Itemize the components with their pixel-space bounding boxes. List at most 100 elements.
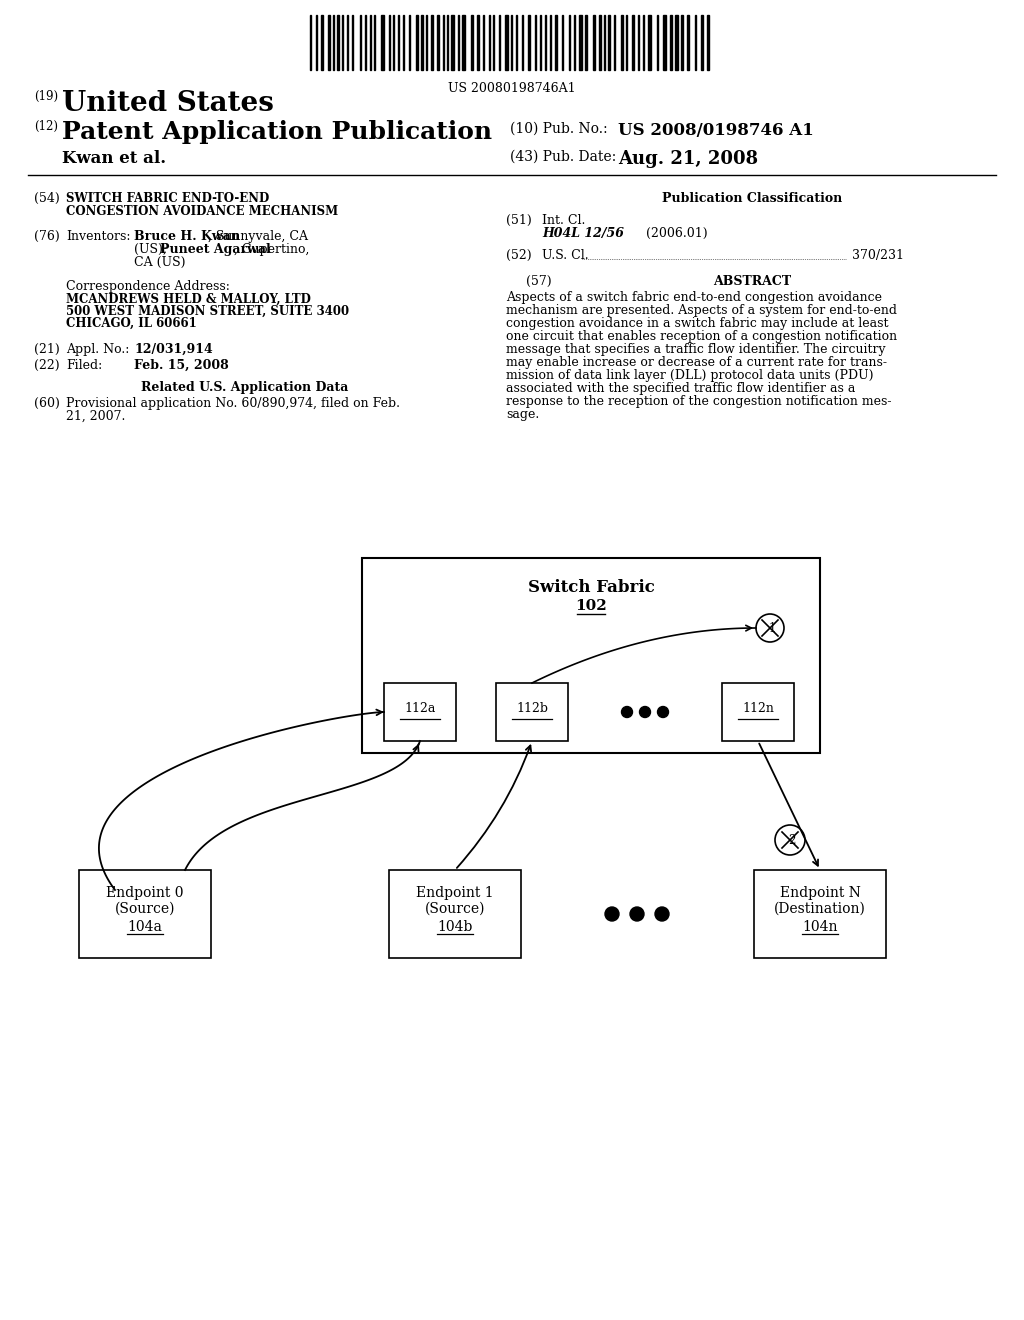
Bar <box>431 15 433 70</box>
Text: Publication Classification: Publication Classification <box>662 191 842 205</box>
Bar <box>608 15 610 70</box>
Bar <box>599 15 601 70</box>
Circle shape <box>657 706 669 718</box>
Circle shape <box>640 706 650 718</box>
Bar <box>451 15 454 70</box>
Text: 500 WEST MADISON STREET, SUITE 3400: 500 WEST MADISON STREET, SUITE 3400 <box>66 305 349 318</box>
Bar <box>681 15 683 70</box>
Bar <box>621 15 623 70</box>
Text: Aug. 21, 2008: Aug. 21, 2008 <box>618 150 758 168</box>
Text: CHICAGO, IL 60661: CHICAGO, IL 60661 <box>66 317 197 330</box>
Text: Correspondence Address:: Correspondence Address: <box>66 280 229 293</box>
Bar <box>462 15 465 70</box>
Text: (Source): (Source) <box>425 902 485 916</box>
Text: CA (US): CA (US) <box>134 256 185 269</box>
Text: (19): (19) <box>34 90 58 103</box>
Text: 112n: 112n <box>742 701 774 714</box>
Bar <box>632 15 634 70</box>
Bar <box>593 15 595 70</box>
Bar <box>555 15 557 70</box>
Text: 21, 2007.: 21, 2007. <box>66 411 125 422</box>
Text: Endpoint N: Endpoint N <box>779 886 860 900</box>
Text: sage.: sage. <box>506 408 540 421</box>
Bar <box>79 870 211 958</box>
Text: , Sunnyvale, CA: , Sunnyvale, CA <box>208 230 308 243</box>
Bar <box>505 15 508 70</box>
Text: mechanism are presented. Aspects of a system for end-to-end: mechanism are presented. Aspects of a sy… <box>506 304 897 317</box>
Text: US 2008/0198746 A1: US 2008/0198746 A1 <box>618 121 814 139</box>
Text: Appl. No.:: Appl. No.: <box>66 343 129 356</box>
Bar <box>528 15 530 70</box>
Text: message that specifies a traffic flow identifier. The circuitry: message that specifies a traffic flow id… <box>506 343 886 356</box>
Text: 2: 2 <box>788 833 796 846</box>
Text: 112b: 112b <box>516 701 548 714</box>
Bar <box>437 15 439 70</box>
Text: 102: 102 <box>575 599 607 612</box>
Bar <box>328 15 330 70</box>
Circle shape <box>630 907 644 921</box>
Text: ABSTRACT: ABSTRACT <box>713 275 792 288</box>
Text: 112a: 112a <box>404 701 435 714</box>
Text: U.S. Cl.: U.S. Cl. <box>542 249 589 261</box>
Text: Provisional application No. 60/890,974, filed on Feb.: Provisional application No. 60/890,974, … <box>66 397 400 411</box>
Bar <box>384 682 456 741</box>
Bar <box>722 682 794 741</box>
Bar <box>675 15 678 70</box>
Text: (Destination): (Destination) <box>774 902 866 916</box>
Text: (60): (60) <box>34 397 59 411</box>
Text: (54): (54) <box>34 191 59 205</box>
Bar <box>321 15 323 70</box>
Bar <box>362 558 820 752</box>
Text: 370/231: 370/231 <box>852 249 904 261</box>
Text: Inventors:: Inventors: <box>66 230 130 243</box>
Bar <box>707 15 709 70</box>
Bar <box>754 870 886 958</box>
Text: (43) Pub. Date:: (43) Pub. Date: <box>510 150 616 164</box>
Text: SWITCH FABRIC END-TO-END: SWITCH FABRIC END-TO-END <box>66 191 269 205</box>
Circle shape <box>622 706 633 718</box>
Bar <box>337 15 339 70</box>
Text: (57): (57) <box>526 275 552 288</box>
Text: Related U.S. Application Data: Related U.S. Application Data <box>141 381 349 393</box>
Text: 104b: 104b <box>437 920 473 935</box>
Text: 104n: 104n <box>802 920 838 935</box>
Text: Int. Cl.: Int. Cl. <box>542 214 586 227</box>
Text: (21): (21) <box>34 343 59 356</box>
Bar <box>585 15 587 70</box>
Text: (52): (52) <box>506 249 531 261</box>
Text: mission of data link layer (DLL) protocol data units (PDU): mission of data link layer (DLL) protoco… <box>506 370 873 381</box>
Text: (76): (76) <box>34 230 59 243</box>
Text: (10) Pub. No.:: (10) Pub. No.: <box>510 121 607 136</box>
Bar <box>670 15 672 70</box>
Text: Endpoint 0: Endpoint 0 <box>106 886 183 900</box>
Text: (Source): (Source) <box>115 902 175 916</box>
Text: Kwan et al.: Kwan et al. <box>62 150 166 168</box>
Text: (22): (22) <box>34 359 59 372</box>
Text: response to the reception of the congestion notification mes-: response to the reception of the congest… <box>506 395 892 408</box>
Text: , Cupertino,: , Cupertino, <box>234 243 309 256</box>
Text: may enable increase or decrease of a current rate for trans-: may enable increase or decrease of a cur… <box>506 356 887 370</box>
Text: CONGESTION AVOIDANCE MECHANISM: CONGESTION AVOIDANCE MECHANISM <box>66 205 338 218</box>
Bar <box>701 15 703 70</box>
Bar <box>477 15 479 70</box>
Bar <box>471 15 473 70</box>
Text: Patent Application Publication: Patent Application Publication <box>62 120 493 144</box>
Text: Bruce H. Kwan: Bruce H. Kwan <box>134 230 240 243</box>
Bar <box>648 15 651 70</box>
Bar <box>416 15 418 70</box>
Text: congestion avoidance in a switch fabric may include at least: congestion avoidance in a switch fabric … <box>506 317 889 330</box>
Text: one circuit that enables reception of a congestion notification: one circuit that enables reception of a … <box>506 330 897 343</box>
Text: (12): (12) <box>34 120 58 133</box>
Text: Switch Fabric: Switch Fabric <box>527 579 654 597</box>
Text: MCANDREWS HELD & MALLOY, LTD: MCANDREWS HELD & MALLOY, LTD <box>66 293 311 306</box>
Text: H04L 12/56: H04L 12/56 <box>542 227 624 240</box>
Text: (US);: (US); <box>134 243 171 256</box>
Text: Endpoint 1: Endpoint 1 <box>416 886 494 900</box>
Text: associated with the specified traffic flow identifier as a: associated with the specified traffic fl… <box>506 381 855 395</box>
Text: 1: 1 <box>768 622 776 635</box>
Text: Aspects of a switch fabric end-to-end congestion avoidance: Aspects of a switch fabric end-to-end co… <box>506 290 882 304</box>
Circle shape <box>655 907 669 921</box>
Text: 104a: 104a <box>128 920 163 935</box>
Text: United States: United States <box>62 90 273 117</box>
Text: Feb. 15, 2008: Feb. 15, 2008 <box>134 359 228 372</box>
